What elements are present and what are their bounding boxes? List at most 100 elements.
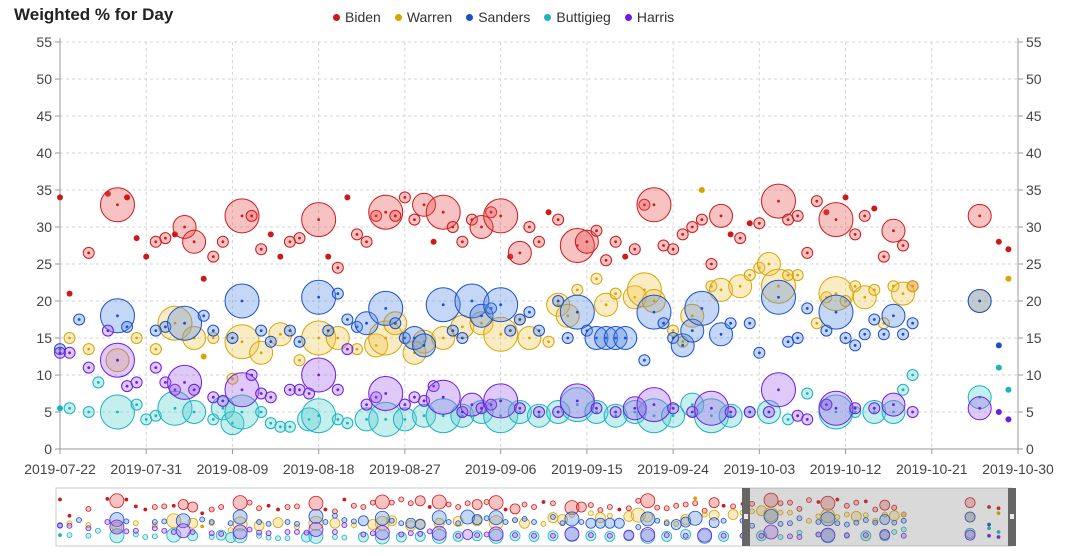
navigator-point: [569, 512, 575, 519]
data-point[interactable]: [57, 405, 63, 412]
navigator-point: [388, 499, 395, 506]
data-point[interactable]: [746, 220, 753, 227]
data-point-center: [642, 358, 646, 362]
data-point-center: [690, 410, 694, 414]
data-point-center: [489, 403, 493, 406]
navigator-point: [265, 520, 272, 527]
data-point[interactable]: [143, 253, 150, 260]
data-point[interactable]: [277, 253, 284, 260]
data-point-center: [240, 340, 244, 344]
data-point-center: [738, 236, 742, 240]
data-point-center: [298, 236, 301, 240]
data-point-center: [288, 240, 292, 244]
navigator-point: [227, 527, 234, 534]
data-point-center: [825, 403, 828, 406]
data-point[interactable]: [124, 194, 131, 201]
legend-item-biden[interactable]: Biden: [333, 9, 381, 25]
data-point[interactable]: [1005, 386, 1012, 393]
data-point[interactable]: [1005, 275, 1012, 282]
navigator-point: [308, 495, 324, 511]
data-point[interactable]: [171, 231, 178, 238]
data-point-center: [422, 399, 426, 403]
data-point-center: [853, 344, 857, 347]
navigator-point: [143, 507, 148, 512]
navigator-point: [843, 532, 850, 539]
data-point-center: [911, 373, 915, 377]
data-point[interactable]: [1005, 416, 1012, 423]
data-point-center: [556, 303, 560, 307]
navigator-series-harris: [57, 519, 1001, 543]
legend-item-warren[interactable]: Warren: [394, 9, 452, 25]
data-point[interactable]: [545, 209, 552, 216]
data-point-center: [240, 410, 244, 414]
data-point[interactable]: [57, 194, 63, 201]
data-point[interactable]: [200, 353, 207, 360]
navigator-point: [503, 507, 508, 512]
navigator-series-buttigieg: [58, 526, 1001, 545]
legend-item-harris[interactable]: Harris: [624, 9, 674, 25]
navigator-point: [564, 526, 580, 542]
data-point-center: [499, 214, 503, 218]
y-tick-label-left: 15: [36, 330, 52, 346]
navigator-point: [843, 502, 850, 509]
data-point-center: [652, 203, 656, 207]
data-point[interactable]: [995, 364, 1002, 371]
data-point-center: [365, 403, 368, 406]
data-point[interactable]: [995, 238, 1002, 245]
range-navigator[interactable]: [55, 487, 1013, 547]
data-point-center: [518, 251, 522, 255]
data-point[interactable]: [871, 205, 878, 212]
data-point-center: [106, 329, 110, 332]
data-point-center: [250, 373, 254, 377]
navigator-selection[interactable]: [746, 488, 1012, 546]
x-tick-label: 2019-09-24: [637, 461, 709, 477]
data-point[interactable]: [823, 209, 830, 216]
data-point-center: [834, 310, 838, 314]
legend-item-buttigieg[interactable]: Buttigieg: [544, 9, 611, 25]
navigator-point: [342, 497, 347, 502]
data-point[interactable]: [267, 231, 274, 238]
navigator-point: [471, 514, 483, 525]
data-point-center: [710, 262, 713, 266]
data-point-center: [729, 321, 732, 325]
navigator-point: [445, 519, 452, 525]
navigator-point: [879, 499, 891, 511]
data-point-center: [240, 388, 244, 392]
data-point[interactable]: [727, 231, 734, 238]
navigator-point: [294, 529, 300, 535]
navigator-point: [758, 532, 765, 539]
data-point[interactable]: [325, 253, 332, 260]
data-point-center: [566, 336, 570, 340]
data-point[interactable]: [66, 290, 73, 297]
navigator-point: [85, 505, 92, 512]
data-point[interactable]: [200, 275, 207, 282]
data-point[interactable]: [133, 235, 140, 242]
navigator-point: [200, 511, 205, 516]
data-point-center: [738, 284, 742, 288]
navigator-point: [531, 519, 537, 525]
navigator-point: [863, 499, 868, 504]
data-point-center: [786, 340, 790, 344]
legend-item-sanders[interactable]: Sanders: [466, 9, 530, 25]
navigator-point: [891, 529, 898, 535]
data-point[interactable]: [430, 238, 437, 245]
navigator-point: [488, 526, 504, 542]
navigator-point: [374, 525, 390, 541]
data-point-center: [537, 410, 541, 414]
data-point[interactable]: [995, 342, 1002, 349]
data-point[interactable]: [622, 253, 629, 260]
data-point[interactable]: [995, 409, 1002, 415]
navigator-series-biden: [58, 492, 1001, 518]
navigator-point: [58, 533, 62, 538]
data-point-center: [863, 214, 867, 218]
data-point-center: [844, 336, 847, 340]
navigator-point: [132, 527, 139, 534]
data-point[interactable]: [698, 187, 705, 193]
data-point[interactable]: [842, 194, 849, 201]
navigator-point: [796, 534, 803, 540]
data-point-center: [901, 292, 905, 295]
data-point[interactable]: [344, 194, 351, 201]
data-point-center: [853, 406, 857, 410]
data-point[interactable]: [1005, 246, 1012, 253]
